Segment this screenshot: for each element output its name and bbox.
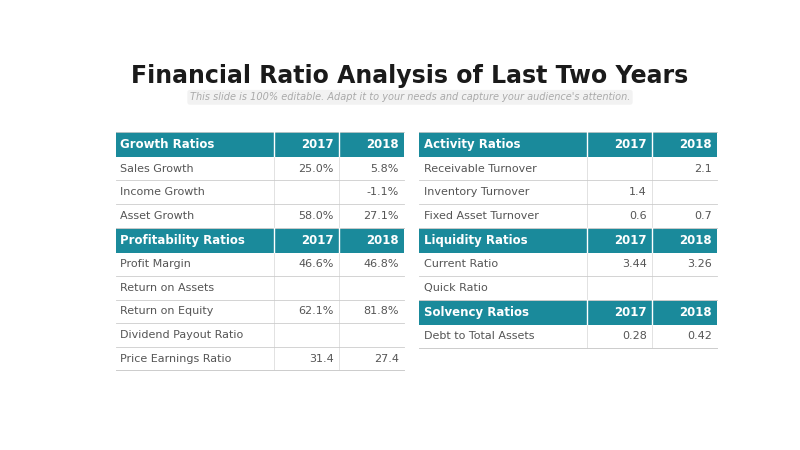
Text: 62.1%: 62.1% <box>298 306 334 316</box>
Text: 2017: 2017 <box>614 306 647 319</box>
Bar <box>652 228 717 252</box>
Bar <box>419 180 717 204</box>
Text: 0.7: 0.7 <box>694 211 712 221</box>
Text: This slide is 100% editable. Adapt it to your needs and capture your audience's : This slide is 100% editable. Adapt it to… <box>190 92 630 102</box>
Text: 2018: 2018 <box>679 234 712 247</box>
Text: Growth Ratios: Growth Ratios <box>121 138 215 151</box>
Text: Debt to Total Assets: Debt to Total Assets <box>424 331 534 342</box>
Text: Activity Ratios: Activity Ratios <box>424 138 521 151</box>
Bar <box>115 228 274 252</box>
Bar <box>115 323 404 347</box>
Text: Profitability Ratios: Profitability Ratios <box>121 234 246 247</box>
Text: 2017: 2017 <box>302 234 334 247</box>
Bar <box>652 132 717 157</box>
Text: 27.1%: 27.1% <box>363 211 399 221</box>
Text: Return on Assets: Return on Assets <box>121 283 214 293</box>
Text: 81.8%: 81.8% <box>363 306 399 316</box>
Text: 27.4: 27.4 <box>374 354 399 364</box>
Text: Sales Growth: Sales Growth <box>121 164 194 174</box>
Text: Solvency Ratios: Solvency Ratios <box>424 306 530 319</box>
Text: 2018: 2018 <box>679 306 712 319</box>
Bar <box>115 300 404 323</box>
Bar <box>115 204 404 228</box>
Text: Quick Ratio: Quick Ratio <box>424 283 488 293</box>
Bar <box>419 228 586 252</box>
Text: 3.26: 3.26 <box>687 259 712 270</box>
Text: 2018: 2018 <box>366 234 399 247</box>
Bar <box>419 300 586 324</box>
Bar <box>115 252 404 276</box>
Text: 31.4: 31.4 <box>309 354 334 364</box>
Text: 0.28: 0.28 <box>622 331 647 342</box>
Text: 2018: 2018 <box>679 138 712 151</box>
Text: 0.42: 0.42 <box>687 331 712 342</box>
Text: 2017: 2017 <box>614 234 647 247</box>
Text: 2017: 2017 <box>614 138 647 151</box>
Text: 2.1: 2.1 <box>694 164 712 174</box>
Bar <box>274 228 338 252</box>
Bar <box>419 204 717 228</box>
Bar <box>115 132 274 157</box>
Text: Liquidity Ratios: Liquidity Ratios <box>424 234 528 247</box>
Text: 1.4: 1.4 <box>629 187 647 197</box>
Text: 2017: 2017 <box>302 138 334 151</box>
Bar <box>338 228 404 252</box>
Text: Return on Equity: Return on Equity <box>121 306 214 316</box>
Bar <box>586 132 652 157</box>
Bar <box>419 157 717 180</box>
Bar <box>115 157 404 180</box>
Text: Price Earnings Ratio: Price Earnings Ratio <box>121 354 232 364</box>
Bar <box>586 300 652 324</box>
Text: -1.1%: -1.1% <box>366 187 399 197</box>
Bar <box>419 132 586 157</box>
Text: Receivable Turnover: Receivable Turnover <box>424 164 537 174</box>
Text: Financial Ratio Analysis of Last Two Years: Financial Ratio Analysis of Last Two Yea… <box>131 64 689 88</box>
Bar <box>586 228 652 252</box>
Text: 0.6: 0.6 <box>630 211 647 221</box>
Bar <box>419 324 717 348</box>
Bar <box>652 300 717 324</box>
Bar <box>115 180 404 204</box>
Text: Inventory Turnover: Inventory Turnover <box>424 187 530 197</box>
Text: 46.8%: 46.8% <box>363 259 399 270</box>
Text: Asset Growth: Asset Growth <box>121 211 194 221</box>
Text: 25.0%: 25.0% <box>298 164 334 174</box>
Bar <box>419 276 717 300</box>
Text: Dividend Payout Ratio: Dividend Payout Ratio <box>121 330 244 340</box>
Text: Current Ratio: Current Ratio <box>424 259 498 270</box>
Bar <box>338 132 404 157</box>
Bar <box>419 252 717 276</box>
Text: Profit Margin: Profit Margin <box>121 259 191 270</box>
Text: 5.8%: 5.8% <box>370 164 399 174</box>
Text: 2018: 2018 <box>366 138 399 151</box>
Text: Fixed Asset Turnover: Fixed Asset Turnover <box>424 211 539 221</box>
Text: Income Growth: Income Growth <box>121 187 206 197</box>
Text: 46.6%: 46.6% <box>298 259 334 270</box>
Bar <box>274 132 338 157</box>
Text: 58.0%: 58.0% <box>298 211 334 221</box>
Bar <box>115 347 404 370</box>
Bar <box>115 276 404 300</box>
Text: 3.44: 3.44 <box>622 259 647 270</box>
